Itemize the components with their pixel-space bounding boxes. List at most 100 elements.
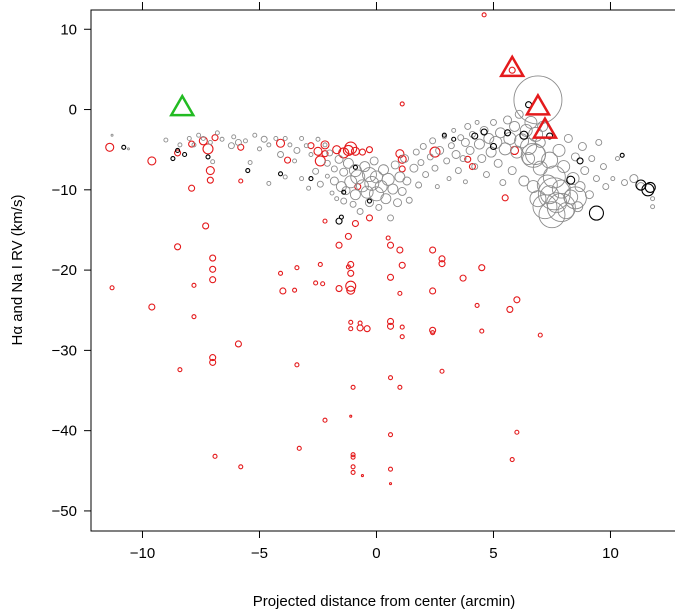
data-point-gray-37 [324, 173, 330, 179]
data-point-red-106 [478, 264, 486, 272]
data-point-gray-126 [522, 152, 536, 165]
y-tick-label-4: −30 [52, 342, 77, 359]
data-point-black-17 [489, 142, 498, 151]
x-axis-label: Projected distance from center (arcmin) [253, 593, 516, 610]
data-point-gray-54 [356, 208, 364, 215]
data-point-gray-122 [514, 109, 524, 119]
data-point-black-5 [245, 168, 251, 174]
data-point-gray-104 [474, 119, 480, 125]
y-tick-label-1: 0 [69, 102, 77, 119]
data-point-gray-66 [378, 164, 389, 176]
data-point-red-66 [351, 219, 359, 228]
x-tick-label-3: 5 [489, 545, 497, 562]
data-point-red-110 [506, 305, 514, 313]
data-point-red-105 [474, 302, 480, 308]
data-point-red-64 [350, 469, 356, 475]
data-point-gray-144 [551, 179, 571, 199]
data-point-gray-17 [260, 135, 268, 143]
data-point-gray-70 [387, 183, 399, 195]
data-point-red-20 [209, 358, 217, 366]
x-tick-label-4: 10 [602, 545, 619, 562]
data-point-red-13 [202, 143, 214, 155]
data-point-black-28 [644, 181, 656, 193]
data-point-red-3 [148, 303, 156, 311]
data-point-gray-106 [477, 154, 487, 163]
data-point-red-7 [188, 140, 196, 148]
data-point-gray-30 [306, 185, 312, 191]
data-point-gray-155 [584, 190, 594, 200]
data-point-gray-95 [454, 167, 462, 175]
data-point-gray-109 [483, 132, 495, 144]
data-point-gray-67 [380, 193, 392, 205]
data-point-red-103 [464, 155, 472, 163]
data-point-black-4 [205, 154, 211, 160]
data-point-gray-147 [563, 133, 573, 143]
data-point-red-9 [191, 282, 197, 288]
data-point-gray-85 [429, 137, 437, 145]
data-point-gray-153 [577, 142, 587, 151]
data-point-red-73 [365, 146, 374, 154]
data-point-gray-13 [242, 138, 248, 144]
data-point-gray-10 [227, 142, 235, 150]
data-point-red-5 [174, 243, 182, 251]
data-point-gray-65 [374, 180, 388, 194]
data-point-red-115 [514, 429, 520, 435]
data-point-gray-38 [326, 149, 334, 157]
data-point-gray-45 [339, 167, 349, 177]
data-point-red-37 [313, 146, 323, 156]
data-point-red-1 [109, 285, 115, 291]
data-point-gray-23 [282, 174, 288, 180]
data-point-gray-52 [349, 189, 361, 201]
data-point-red-74 [365, 214, 374, 222]
data-point-gray-160 [602, 183, 610, 191]
data-point-black-8 [335, 217, 343, 225]
data-point-red-50 [344, 232, 352, 240]
data-point-gray-58 [362, 167, 377, 183]
data-point-gray-103 [471, 163, 479, 170]
data-point-gray-43 [334, 154, 344, 164]
data-point-gray-119 [507, 166, 517, 176]
data-point-gray-68 [381, 172, 395, 186]
data-point-red-60 [350, 384, 356, 390]
data-point-gray-41 [329, 176, 339, 186]
data-point-gray-39 [329, 190, 335, 196]
data-point-red-53 [347, 260, 355, 269]
data-point-black-1 [170, 155, 176, 162]
triangle-marker-green-0 [169, 93, 196, 117]
data-point-gray-72 [393, 198, 402, 208]
data-point-red-96 [429, 326, 437, 334]
data-point-gray-20 [273, 135, 279, 141]
data-point-gray-1 [177, 142, 183, 148]
data-point-gray-141 [542, 165, 566, 189]
data-point-gray-166 [650, 196, 656, 202]
data-point-red-31 [292, 287, 298, 293]
data-point-gray-76 [402, 176, 412, 186]
data-point-gray-114 [495, 127, 506, 139]
data-point-red-57 [348, 319, 354, 325]
data-point-gray-98 [460, 138, 470, 147]
data-point-gray-42 [334, 196, 340, 202]
data-point-gray-7 [210, 159, 216, 165]
data-point-gray-48 [342, 157, 354, 169]
data-point-black-24 [588, 205, 604, 221]
data-point-red-78 [386, 317, 395, 326]
triangle-marker-red-0 [499, 54, 526, 78]
data-point-red-63 [350, 464, 356, 470]
data-point-red-76 [386, 241, 395, 249]
data-point-gray-34 [316, 180, 324, 188]
data-point-black-16 [480, 128, 488, 136]
data-point-red-112 [509, 457, 515, 463]
data-point-red-81 [387, 432, 394, 438]
triangle-marker-red-1 [524, 92, 552, 116]
y-axis-label: Hα and Na I RV (km/s) [9, 195, 26, 346]
data-point-gray-36 [323, 159, 331, 167]
data-point-gray-82 [419, 143, 427, 150]
data-point-gray-24 [287, 142, 293, 148]
data-point-gray-46 [340, 197, 348, 205]
data-point-red-82 [387, 466, 394, 472]
data-point-black-0 [121, 144, 127, 150]
y-tick-label-6: −50 [52, 503, 77, 520]
data-point-gray-91 [446, 176, 452, 182]
data-point-red-107 [479, 328, 485, 334]
